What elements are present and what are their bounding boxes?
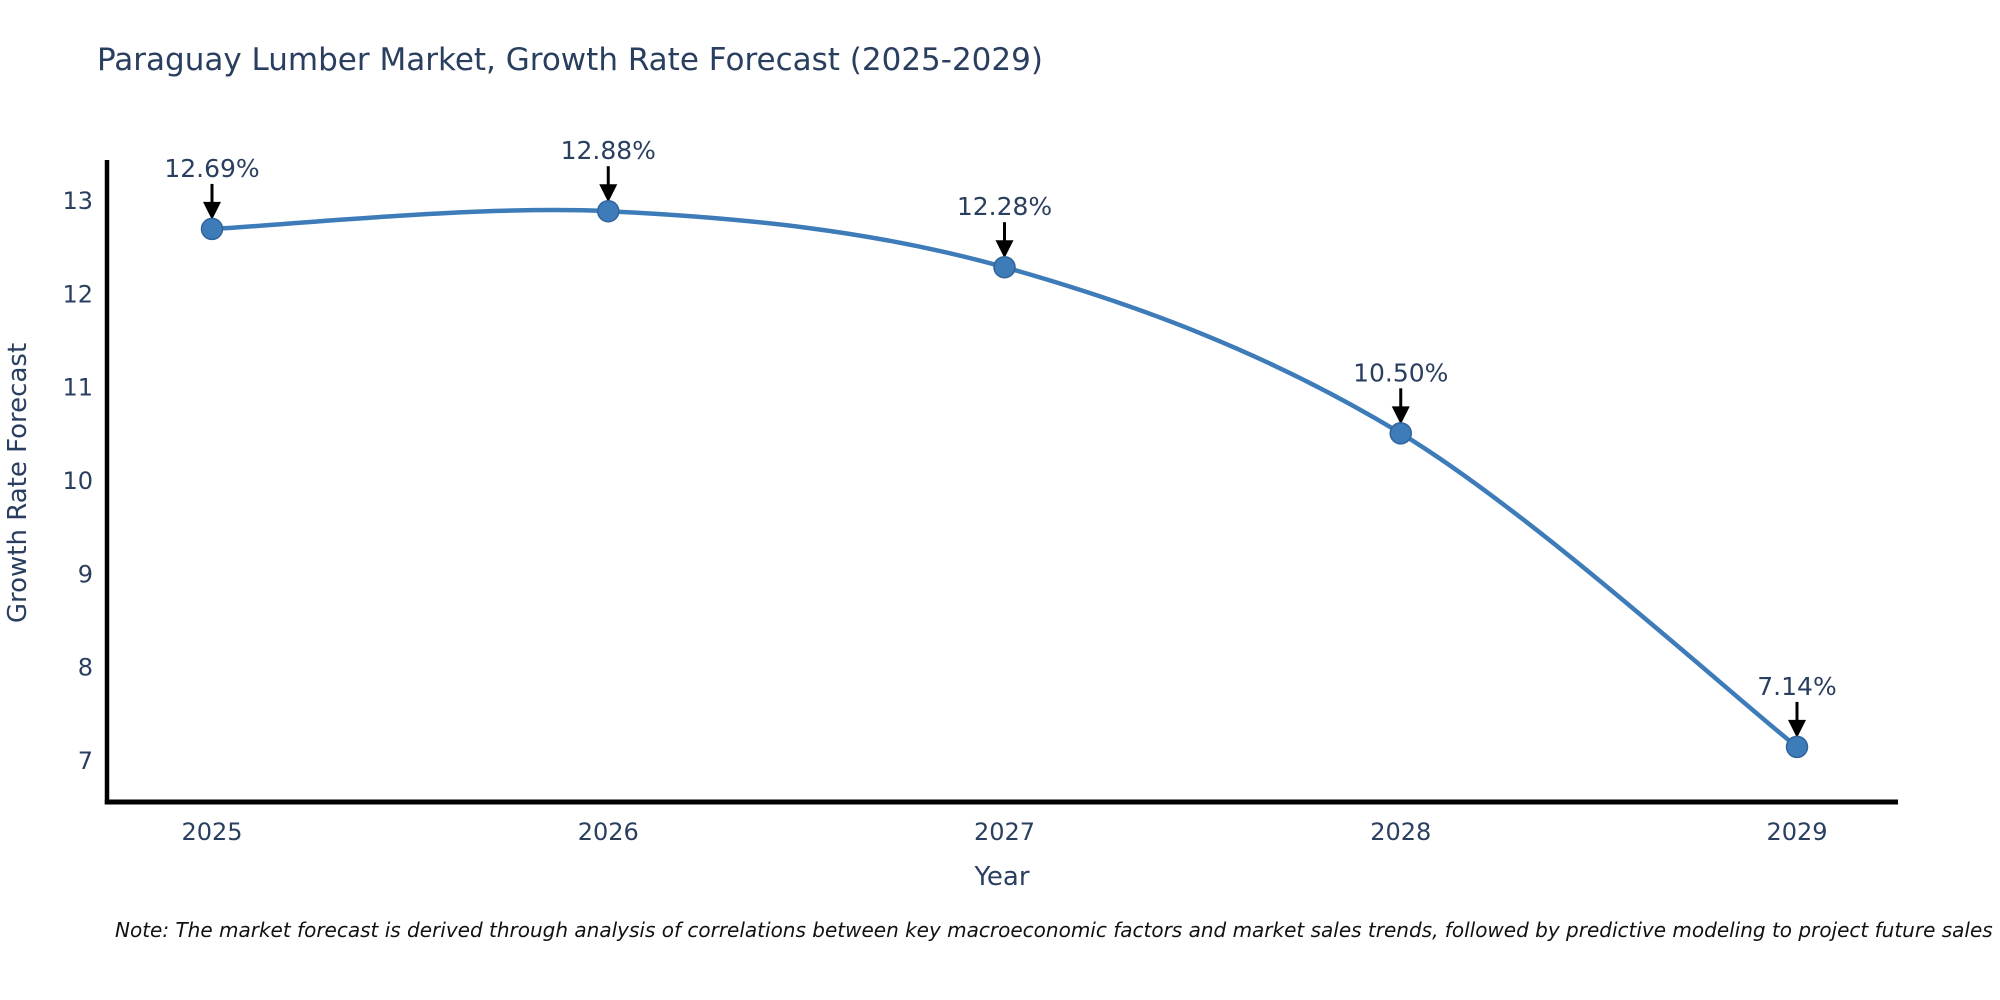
point-label: 12.28%	[957, 192, 1052, 221]
point-label: 12.69%	[164, 154, 259, 183]
data-point-marker	[993, 255, 1016, 279]
data-point-marker	[1389, 422, 1412, 445]
forecast-line	[209, 207, 1800, 750]
annotation-arrow-head	[995, 240, 1014, 259]
y-axis-title: Growth Rate Forecast	[3, 342, 33, 624]
x-tick-label: 2027	[974, 818, 1035, 846]
data-point-marker	[597, 199, 620, 223]
y-tick-label: 10	[62, 467, 93, 495]
x-tick-label: 2028	[1370, 818, 1431, 846]
annotation-arrow-head	[599, 184, 618, 203]
y-tick-label: 9	[78, 560, 93, 588]
annotation-arrow-head	[1391, 406, 1410, 425]
data-point-marker	[200, 217, 224, 241]
chart-title: Paraguay Lumber Market, Growth Rate Fore…	[97, 42, 1043, 78]
y-tick-label: 8	[78, 654, 93, 682]
point-label: 7.14%	[1757, 672, 1836, 701]
x-tick-label: 2025	[181, 818, 242, 846]
point-label: 12.88%	[561, 136, 656, 165]
annotation-arrow-head	[1788, 719, 1806, 738]
x-tick-label: 2026	[578, 818, 639, 846]
y-tick-label: 13	[62, 187, 93, 215]
annotation-arrow-head	[203, 201, 221, 220]
x-axis-title: Year	[974, 862, 1030, 892]
y-tick-label: 7	[78, 747, 93, 775]
x-tick-label: 2029	[1766, 818, 1827, 846]
data-point-marker	[1785, 735, 1809, 759]
y-tick-label: 11	[62, 374, 93, 402]
y-tick-label: 12	[62, 280, 93, 308]
point-label: 10.50%	[1353, 358, 1448, 387]
footnote-text: Note: The market forecast is derived thr…	[115, 918, 1993, 942]
